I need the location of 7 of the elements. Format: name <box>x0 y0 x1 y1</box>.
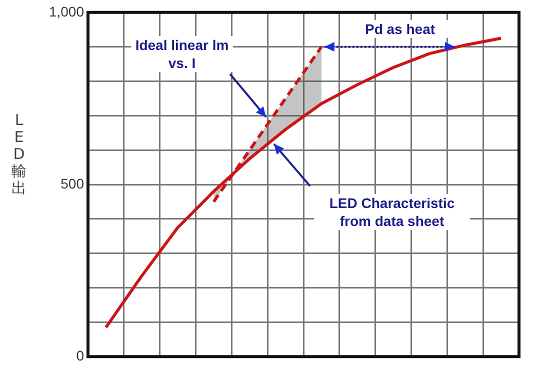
annotation: LED Characteristic from data sheet <box>314 194 470 230</box>
y-tick-label: 0 <box>76 347 84 364</box>
y-tick-label: 1,000 <box>48 3 84 20</box>
y-axis-title: LED輸出 <box>10 111 28 197</box>
y-tick-label: 500 <box>60 175 84 192</box>
annotation: Ideal linear lm vs. I <box>131 36 233 72</box>
annotation: Pd as heat <box>347 20 453 38</box>
